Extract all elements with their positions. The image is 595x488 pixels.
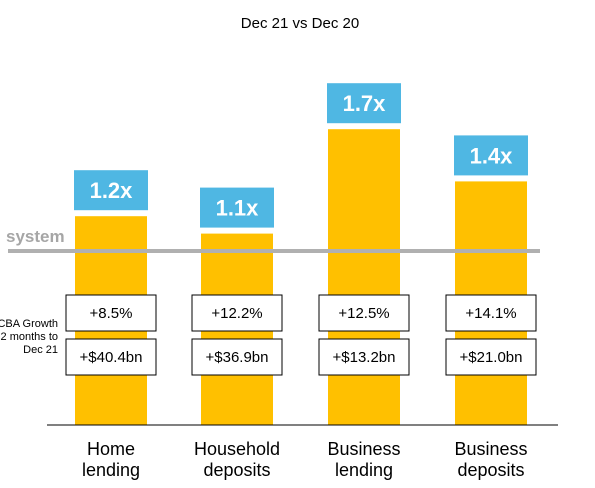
growth-pct-box bbox=[318, 294, 410, 332]
category-label-line: lending bbox=[335, 460, 393, 480]
growth-side-label-line: CBA Growth bbox=[0, 318, 58, 330]
category-label: Home lending bbox=[82, 439, 140, 480]
growth-abs-label: +$21.0bn bbox=[460, 349, 523, 366]
category-label-line: Home bbox=[87, 439, 135, 459]
growth-side-label-line: 12 months to bbox=[0, 331, 58, 343]
multiplier-box bbox=[454, 135, 528, 176]
multiplier-label: 1.1x bbox=[216, 196, 260, 221]
growth-abs-box bbox=[191, 338, 283, 376]
growth-side-label-line: Dec 21 bbox=[23, 344, 58, 356]
growth-pct-box bbox=[445, 294, 537, 332]
growth-pct-box bbox=[191, 294, 283, 332]
growth-pct-label: +12.2% bbox=[211, 305, 262, 322]
growth-pct-label: +14.1% bbox=[465, 305, 516, 322]
growth-pct-box bbox=[65, 294, 157, 332]
system-reference: system bbox=[6, 227, 540, 253]
system-label: system bbox=[6, 227, 65, 246]
growth-abs-label: +$40.4bn bbox=[80, 349, 143, 366]
multiplier-label: 1.2x bbox=[90, 178, 134, 203]
growth-boxes: +8.5% +$40.4bn +12.2% +$36.9bn +12.5% +$13.2b… bbox=[65, 294, 537, 376]
growth-abs-label: +$13.2bn bbox=[333, 349, 396, 366]
growth-abs-box bbox=[318, 338, 410, 376]
category-label-line: Household bbox=[194, 439, 280, 459]
category-label-line: lending bbox=[82, 460, 140, 480]
growth-pct-label: +8.5% bbox=[90, 305, 133, 322]
category-label: Household deposits bbox=[194, 439, 280, 480]
category-label-line: Business bbox=[454, 439, 527, 459]
growth-abs-box bbox=[65, 338, 157, 376]
multiplier-labels: 1.2x 1.1x 1.7x 1.4x bbox=[74, 83, 528, 228]
multiplier-box bbox=[327, 83, 401, 124]
multiplier-label: 1.7x bbox=[343, 91, 387, 116]
growth-abs-box bbox=[445, 338, 537, 376]
multiplier-box bbox=[74, 170, 148, 211]
chart-title: Dec 21 vs Dec 20 bbox=[241, 15, 359, 32]
growth-side-label: CBA Growth 12 months to Dec 21 bbox=[0, 318, 58, 356]
multiplier-box bbox=[200, 187, 274, 228]
growth-pct-label: +12.5% bbox=[338, 305, 389, 322]
bar bbox=[328, 129, 400, 425]
growth-abs-label: +$36.9bn bbox=[206, 349, 269, 366]
category-label-line: Business bbox=[327, 439, 400, 459]
category-label-line: deposits bbox=[203, 460, 270, 480]
category-label: Business lending bbox=[327, 439, 400, 480]
category-label-line: deposits bbox=[457, 460, 524, 480]
multiplier-label: 1.4x bbox=[470, 143, 514, 168]
category-label: Business deposits bbox=[454, 439, 527, 480]
